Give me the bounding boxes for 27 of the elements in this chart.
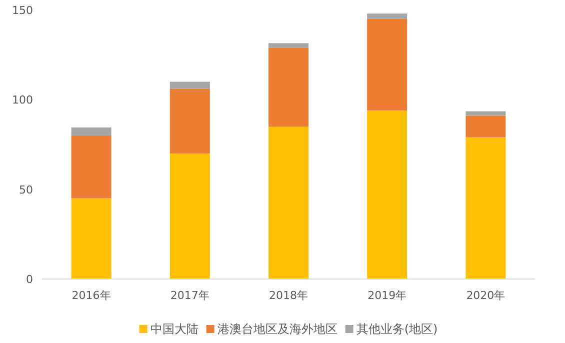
y-tick-label: 150 — [12, 4, 33, 17]
x-tick-label: 2016年 — [72, 289, 111, 302]
y-tick-label: 50 — [19, 183, 33, 196]
bar — [71, 198, 112, 279]
bar — [466, 137, 506, 279]
legend-label: 港澳台地区及海外地区 — [217, 322, 338, 336]
x-tick-label: 2018年 — [269, 289, 308, 302]
legend-label: 其他业务(地区) — [356, 322, 438, 336]
legend-label: 中国大陆 — [150, 322, 198, 336]
bar — [367, 14, 408, 19]
bar — [367, 110, 408, 279]
bar — [170, 153, 210, 279]
x-tick-label: 2017年 — [170, 289, 210, 302]
bar — [71, 136, 112, 198]
bar — [170, 82, 210, 89]
bar — [268, 48, 308, 127]
x-tick-label: 2019年 — [368, 289, 407, 302]
y-tick-label: 0 — [26, 273, 33, 286]
x-tick-label: 2020年 — [466, 289, 506, 302]
y-tick-label: 100 — [12, 94, 33, 107]
bar — [367, 18, 408, 110]
bar — [268, 43, 308, 48]
bar — [170, 88, 210, 154]
bar — [71, 127, 112, 136]
bar — [466, 111, 506, 116]
bar — [466, 116, 506, 138]
bar — [268, 126, 308, 279]
